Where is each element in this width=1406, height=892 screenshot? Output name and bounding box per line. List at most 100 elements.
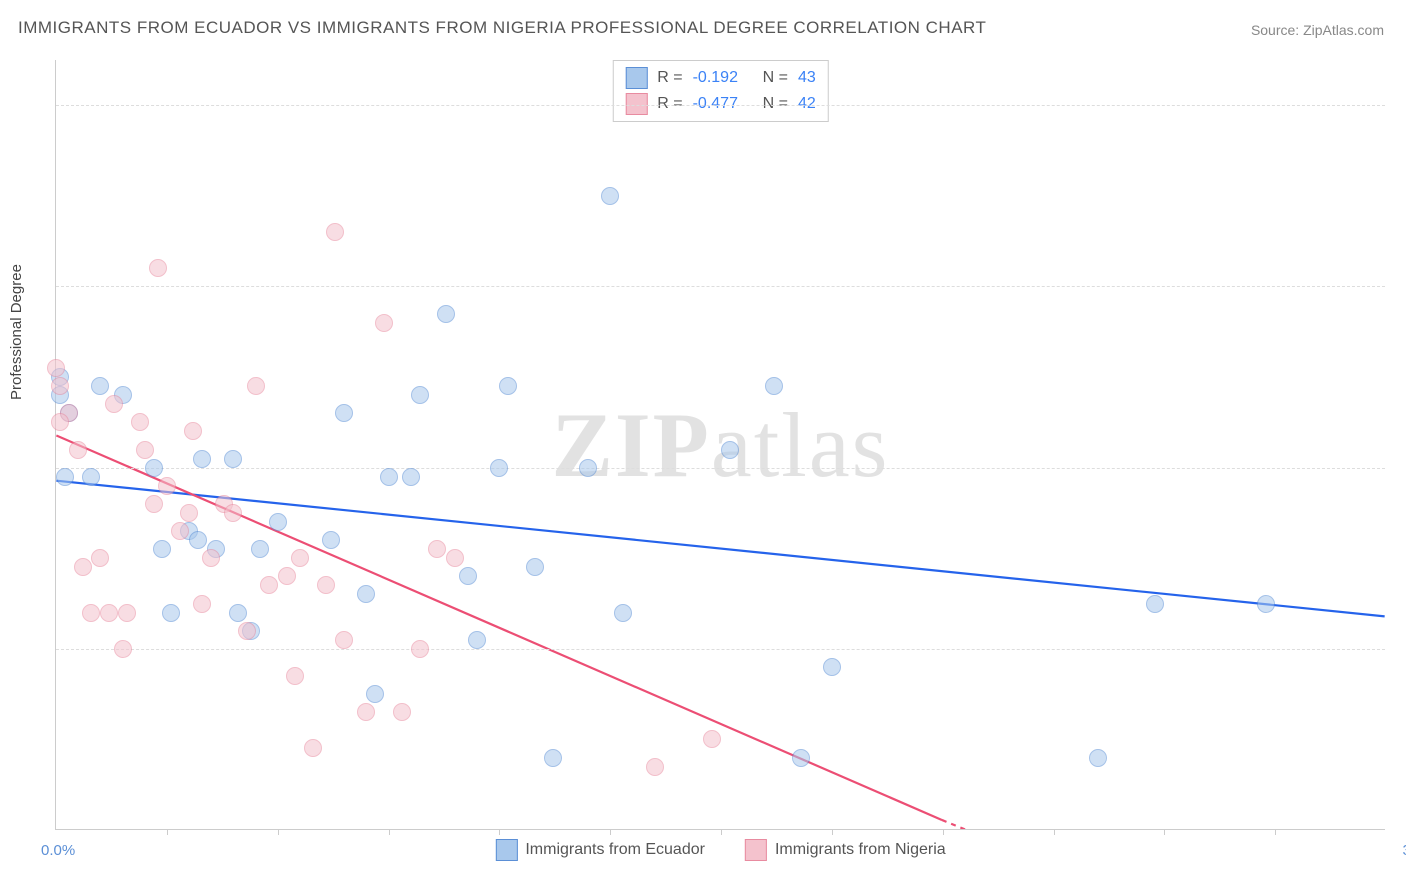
legend: Immigrants from Ecuador Immigrants from N…: [495, 839, 945, 861]
r-value: -0.477: [693, 95, 753, 113]
scatter-point-ecuador: [1257, 595, 1275, 613]
scatter-point-ecuador: [499, 377, 517, 395]
x-tick: [499, 829, 500, 835]
scatter-point-nigeria: [180, 504, 198, 522]
scatter-point-nigeria: [136, 441, 154, 459]
scatter-point-ecuador: [229, 604, 247, 622]
source-label: Source: ZipAtlas.com: [1251, 22, 1384, 38]
scatter-point-nigeria: [260, 576, 278, 594]
grid-line: [56, 105, 1385, 106]
scatter-point-nigeria: [411, 640, 429, 658]
scatter-point-nigeria: [118, 604, 136, 622]
scatter-point-nigeria: [326, 223, 344, 241]
x-tick: [389, 829, 390, 835]
scatter-point-nigeria: [131, 413, 149, 431]
x-tick: [832, 829, 833, 835]
scatter-point-ecuador: [380, 468, 398, 486]
scatter-point-nigeria: [304, 739, 322, 757]
scatter-point-nigeria: [82, 604, 100, 622]
scatter-point-nigeria: [428, 540, 446, 558]
scatter-point-nigeria: [357, 703, 375, 721]
trend-line-nigeria: [56, 435, 942, 820]
scatter-point-nigeria: [145, 495, 163, 513]
legend-item-nigeria: Immigrants from Nigeria: [745, 839, 946, 861]
x-tick: [721, 829, 722, 835]
scatter-point-nigeria: [51, 377, 69, 395]
watermark-bold: ZIP: [552, 394, 711, 496]
scatter-point-nigeria: [238, 622, 256, 640]
r-value: -0.192: [693, 69, 753, 87]
x-tick: [610, 829, 611, 835]
x-tick: [278, 829, 279, 835]
y-tick-label: 8.0%: [1390, 97, 1406, 114]
y-axis-label: Professional Degree: [8, 264, 25, 400]
grid-line: [56, 468, 1385, 469]
legend-label: Immigrants from Ecuador: [525, 841, 705, 859]
n-label: N =: [763, 95, 788, 113]
scatter-point-ecuador: [601, 187, 619, 205]
swatch-nigeria: [625, 93, 647, 115]
scatter-point-nigeria: [375, 314, 393, 332]
scatter-point-nigeria: [193, 595, 211, 613]
scatter-point-nigeria: [100, 604, 118, 622]
scatter-point-nigeria: [703, 730, 721, 748]
scatter-point-nigeria: [286, 667, 304, 685]
x-tick: [1054, 829, 1055, 835]
scatter-point-ecuador: [357, 585, 375, 603]
legend-label: Immigrants from Nigeria: [775, 841, 946, 859]
x-tick: [943, 829, 944, 835]
scatter-point-ecuador: [224, 450, 242, 468]
scatter-point-ecuador: [490, 459, 508, 477]
scatter-point-ecuador: [1146, 595, 1164, 613]
watermark: ZIPatlas: [552, 392, 890, 498]
scatter-point-ecuador: [459, 567, 477, 585]
scatter-point-nigeria: [105, 395, 123, 413]
scatter-point-nigeria: [291, 549, 309, 567]
x-tick: [1275, 829, 1276, 835]
scatter-point-nigeria: [393, 703, 411, 721]
scatter-point-ecuador: [765, 377, 783, 395]
r-label: R =: [657, 95, 682, 113]
scatter-point-nigeria: [171, 522, 189, 540]
scatter-point-nigeria: [149, 259, 167, 277]
scatter-point-ecuador: [56, 468, 74, 486]
scatter-point-ecuador: [437, 305, 455, 323]
scatter-point-nigeria: [278, 567, 296, 585]
x-tick: [1164, 829, 1165, 835]
grid-line: [56, 286, 1385, 287]
scatter-point-nigeria: [91, 549, 109, 567]
scatter-point-nigeria: [646, 758, 664, 776]
scatter-point-ecuador: [792, 749, 810, 767]
scatter-point-ecuador: [322, 531, 340, 549]
x-axis-max-label: 30.0%: [1402, 842, 1406, 859]
r-label: R =: [657, 69, 682, 87]
n-label: N =: [763, 69, 788, 87]
scatter-point-nigeria: [114, 640, 132, 658]
scatter-point-ecuador: [721, 441, 739, 459]
scatter-point-nigeria: [247, 377, 265, 395]
x-axis-min-label: 0.0%: [41, 842, 75, 859]
scatter-point-ecuador: [411, 386, 429, 404]
y-tick-label: 6.0%: [1390, 278, 1406, 295]
n-value: 42: [798, 95, 816, 113]
scatter-point-nigeria: [184, 422, 202, 440]
scatter-point-ecuador: [269, 513, 287, 531]
trend-lines-svg: [56, 60, 1385, 829]
scatter-point-ecuador: [1089, 749, 1107, 767]
scatter-point-nigeria: [317, 576, 335, 594]
legend-swatch-nigeria: [745, 839, 767, 861]
correlation-stats-box: R =-0.192N =43R =-0.477N =42: [612, 60, 828, 122]
x-tick: [167, 829, 168, 835]
scatter-point-nigeria: [74, 558, 92, 576]
legend-swatch-ecuador: [495, 839, 517, 861]
scatter-point-nigeria: [51, 413, 69, 431]
scatter-point-ecuador: [193, 450, 211, 468]
stat-row-nigeria: R = -0.477 N = 42: [625, 91, 815, 117]
scatter-point-nigeria: [158, 477, 176, 495]
swatch-ecuador: [625, 67, 647, 89]
plot-area: ZIPatlas R =-0.192N =43R =-0.477N =42 0.…: [55, 60, 1385, 830]
scatter-point-ecuador: [91, 377, 109, 395]
scatter-point-ecuador: [335, 404, 353, 422]
scatter-point-nigeria: [202, 549, 220, 567]
scatter-point-ecuador: [145, 459, 163, 477]
